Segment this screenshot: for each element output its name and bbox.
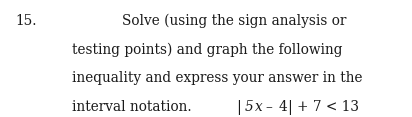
Text: testing points) and graph the following: testing points) and graph the following xyxy=(72,43,343,57)
Text: Solve (using the sign analysis or: Solve (using the sign analysis or xyxy=(122,14,346,28)
Text: –: – xyxy=(266,100,273,114)
Text: 15.: 15. xyxy=(16,14,37,28)
Text: x: x xyxy=(255,100,263,114)
Text: + 7 < 13: + 7 < 13 xyxy=(297,100,358,114)
Text: inequality and express your answer in the: inequality and express your answer in th… xyxy=(72,71,363,85)
Text: |: | xyxy=(236,100,241,115)
Text: |: | xyxy=(288,100,293,115)
Text: interval notation.: interval notation. xyxy=(72,100,201,114)
Text: 4: 4 xyxy=(279,100,287,114)
Text: 5: 5 xyxy=(245,100,253,114)
